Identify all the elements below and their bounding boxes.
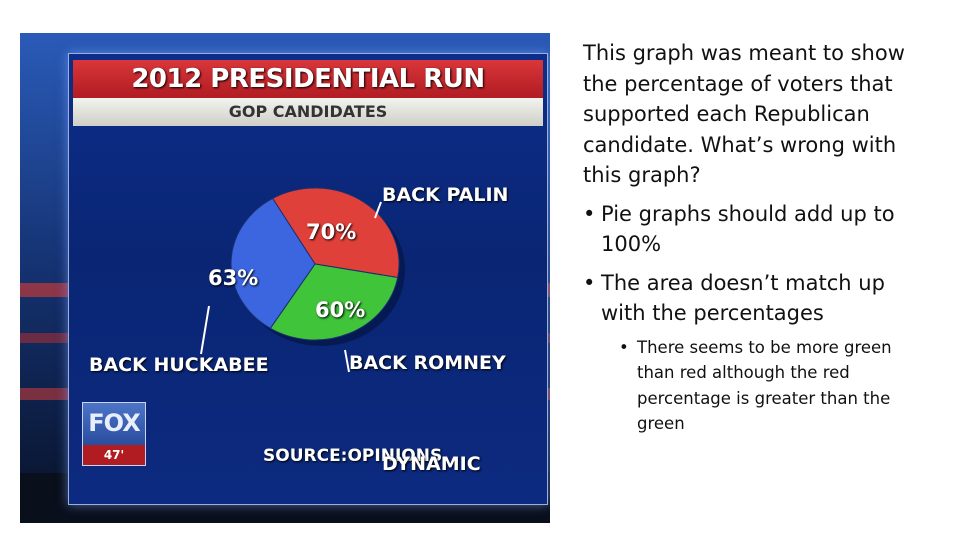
bullet-marker: • — [583, 201, 596, 226]
bullet-item: • Pie graphs should add up to 100% — [583, 199, 933, 260]
value-label-palin: 70% — [306, 220, 357, 244]
chart-title: 2012 PRESIDENTIAL RUN — [131, 64, 485, 94]
slice-label-romney: BACK ROMNEY — [349, 352, 506, 374]
slide-text: This graph was meant to show the percent… — [583, 38, 933, 437]
chart-subtitle: GOP CANDIDATES — [228, 102, 388, 121]
value-label-romney: 60% — [315, 298, 366, 322]
fox-logo-name: FOX — [88, 409, 140, 437]
slice-label-palin: BACK PALIN — [382, 184, 509, 206]
title-bar: 2012 PRESIDENTIAL RUN — [73, 60, 543, 98]
sub-bullet-item: • There seems to be more green than red … — [619, 335, 933, 437]
bullet-marker: • — [583, 270, 596, 295]
bullet-marker: • — [619, 337, 629, 357]
leader-line-huckabee — [200, 305, 210, 355]
dynamic-watermark: DYNAMIC — [382, 453, 481, 475]
slice-label-huckabee: BACK HUCKABEE — [89, 354, 269, 376]
leader-line-palin — [374, 201, 382, 219]
source-label: SOURCE:OPINIONS — [263, 446, 443, 466]
leader-line-romney — [344, 349, 350, 373]
bullet-text: Pie graphs should add up to 100% — [601, 201, 895, 257]
graphic-board: 2012 PRESIDENTIAL RUN GOP CANDIDATES BAC… — [68, 53, 548, 505]
fox-logo: FOX 47' — [82, 402, 146, 466]
fox-channel-number: 47' — [83, 445, 145, 465]
pie-chart — [200, 187, 405, 373]
question-text: This graph was meant to show the percent… — [583, 41, 905, 187]
subtitle-bar: GOP CANDIDATES — [73, 98, 543, 126]
sub-bullet-text: There seems to be more green than red al… — [637, 337, 892, 434]
bullet-item: • The area doesn’t match up with the per… — [583, 268, 933, 329]
tv-screenshot: 2012 PRESIDENTIAL RUN GOP CANDIDATES BAC… — [20, 33, 550, 523]
pie-slice-back-palin — [271, 187, 400, 279]
bullet-text: The area doesn’t match up with the perce… — [601, 270, 885, 326]
pie-slice-back-huckabee — [230, 197, 316, 329]
value-label-huckabee: 63% — [208, 266, 259, 290]
